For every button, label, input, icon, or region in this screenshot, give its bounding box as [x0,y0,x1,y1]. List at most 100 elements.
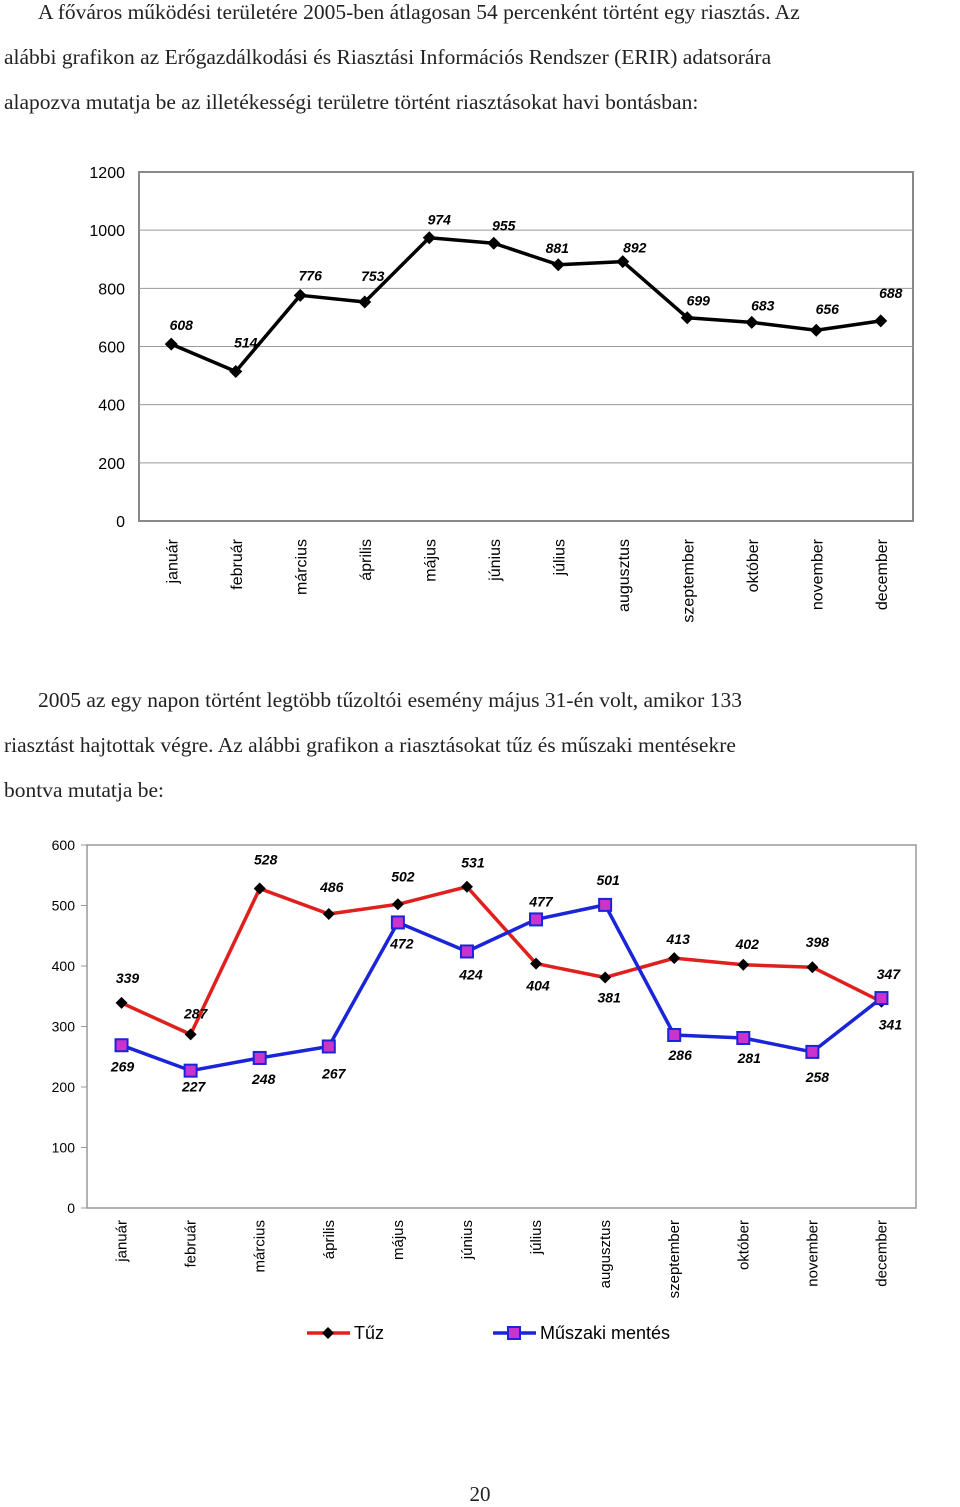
data-label: 699 [687,293,711,309]
intro-line-2: alábbi grafikon az Erőgazdálkodási és Ri… [4,45,772,69]
x-tick-label: március [252,1220,269,1273]
second-line-1: 2005 az egy napon történt legtöbb tűzolt… [38,688,742,712]
x-tick-label: július [528,1220,545,1255]
y-tick-label: 0 [67,1200,75,1216]
technical-data-label: 269 [110,1058,135,1074]
technical-data-point [736,1030,751,1045]
data-point [487,236,501,250]
chart-legend: Tűz Műszaki mentés [307,1323,670,1343]
x-tick-label: január [164,538,181,584]
technical-data-point [390,915,405,930]
monthly-alarms-chart: 0 200 400 600 800 1000 1200 január február márciu… [89,165,914,623]
technical-data-label: 286 [668,1047,693,1063]
data-point [745,315,759,329]
fire-data-label: 404 [525,978,550,994]
data-label: 955 [492,217,516,233]
data-point [164,337,178,351]
y-tick-label: 200 [98,456,125,473]
intro-line-3: alapozva mutatja be az illetékességi ter… [4,90,699,114]
data-label: 688 [879,285,903,301]
fire-series-line [120,884,883,1037]
fire-data-point [599,971,612,984]
technical-data-label: 248 [251,1071,276,1087]
fire-data-point [806,961,819,974]
technical-data-point [114,1038,129,1053]
second-line-3: bontva mutatja be: [4,778,165,802]
legend-technical-label: Műszaki mentés [540,1323,670,1343]
y-tick-label: 300 [52,1019,76,1035]
technical-data-point [874,991,889,1006]
legend-fire-marker [322,1327,334,1339]
fire-data-point [253,882,266,895]
technical-data-point [529,912,544,927]
technical-data-label: 472 [389,935,414,951]
fire-data-point [668,952,681,965]
fire-data-point [737,958,750,971]
fire-data-label: 339 [116,970,140,986]
intro-paragraph: A főváros működési területére 2005-ben á… [4,0,956,125]
fire-data-point [322,907,335,920]
second-line-2: riasztást hajtottak végre. Az alábbi gra… [4,733,736,757]
y-tick-label: 600 [52,837,76,853]
x-tick-label: január [114,1220,131,1263]
x-tick-label: június [459,1220,476,1260]
fire-data-label: 398 [806,934,830,950]
technical-data-point [183,1063,198,1078]
technical-data-label: 501 [596,872,620,888]
x-tick-label: október [745,538,762,592]
data-label: 892 [623,240,647,256]
data-point [358,295,372,309]
data-label: 608 [170,317,194,333]
technical-data-label: 281 [737,1050,762,1066]
data-point [422,231,436,245]
fire-data-label: 381 [597,989,621,1005]
intro-line-1: A főváros működési területére 2005-ben á… [38,0,800,24]
fire-data-label: 528 [254,852,278,868]
technical-data-point [667,1027,682,1042]
technical-data-label: 227 [181,1079,207,1095]
x-tick-label: szeptember [666,1220,683,1298]
data-label: 514 [234,335,258,351]
y-tick-label: 1200 [89,165,125,182]
fire-data-point [460,880,473,893]
second-paragraph: 2005 az egy napon történt legtöbb tűzolt… [4,678,956,813]
y-tick-label: 1000 [89,223,125,240]
x-tick-label: augusztus [597,1220,614,1288]
x-tick-label: augusztus [616,539,633,612]
data-point [616,255,630,269]
x-tick-label: december [873,1220,890,1287]
y-tick-label: 600 [98,340,125,357]
x-tick-label: február [183,1220,200,1268]
y-tick-label: 200 [52,1079,76,1095]
y-tick-label: 100 [52,1140,76,1156]
x-tick-label: február [229,538,246,589]
y-tick-label: 0 [116,514,125,531]
y-tick-label: 400 [52,958,76,974]
data-label: 776 [299,267,323,283]
data-label: 656 [816,301,840,317]
data-label: 881 [546,240,570,256]
y-tick-label: 500 [52,898,76,914]
data-label: 683 [751,297,775,313]
x-tick-label: november [804,1220,821,1287]
x-tick-label: október [735,1220,752,1270]
x-tick-label: november [809,538,826,610]
y-tick-label: 800 [98,281,125,298]
x-tick-label: május [422,539,439,582]
x-tick-label: május [390,1220,407,1260]
technical-data-point [459,944,474,959]
x-tick-label: december [874,538,891,610]
x-tick-label: június [487,539,504,582]
data-point [551,258,565,272]
fire-data-label: 341 [879,1017,903,1033]
x-tick-label: április [321,1220,338,1259]
fire-data-point [530,957,543,970]
technical-data-label: 267 [321,1065,347,1081]
fire-data-label: 531 [461,855,485,871]
fire-data-label: 402 [735,936,760,952]
x-tick-label: július [551,539,568,576]
technical-data-point [598,897,613,912]
fire-data-label: 502 [391,868,415,884]
data-point [293,288,307,302]
technical-series-line [120,903,883,1073]
